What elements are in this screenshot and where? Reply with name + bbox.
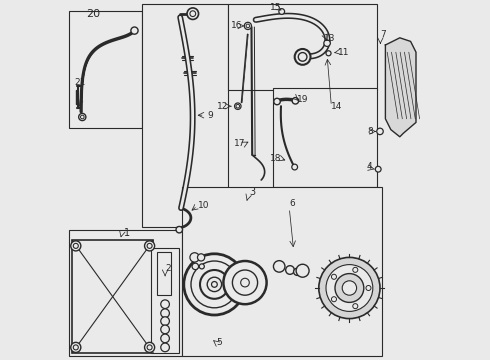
Bar — [273, 88, 377, 187]
Circle shape — [161, 325, 170, 334]
Text: 21: 21 — [74, 78, 85, 87]
Circle shape — [326, 265, 373, 311]
Circle shape — [292, 164, 297, 170]
Circle shape — [145, 342, 155, 352]
Circle shape — [353, 303, 358, 309]
Circle shape — [147, 345, 152, 350]
Text: 20: 20 — [87, 9, 101, 19]
Bar — [157, 252, 171, 295]
Circle shape — [223, 261, 267, 304]
Text: 2: 2 — [165, 264, 171, 273]
Bar — [69, 11, 142, 128]
Bar — [69, 230, 182, 356]
Circle shape — [199, 264, 204, 269]
Circle shape — [212, 282, 217, 287]
Circle shape — [245, 22, 251, 30]
Circle shape — [366, 285, 371, 291]
Circle shape — [294, 49, 311, 65]
Circle shape — [161, 317, 170, 325]
Bar — [143, 4, 228, 227]
Circle shape — [296, 264, 309, 277]
Circle shape — [187, 8, 198, 19]
Bar — [228, 4, 377, 90]
Circle shape — [161, 343, 170, 352]
Text: 6: 6 — [289, 199, 295, 208]
Polygon shape — [386, 38, 416, 137]
Circle shape — [377, 128, 383, 135]
Circle shape — [246, 24, 250, 28]
Circle shape — [74, 243, 78, 248]
Text: 19: 19 — [296, 94, 308, 104]
Text: 11: 11 — [338, 48, 349, 57]
Text: 18: 18 — [270, 154, 281, 163]
Text: 8: 8 — [367, 127, 373, 136]
Text: 10: 10 — [197, 201, 209, 210]
Circle shape — [331, 297, 337, 302]
Bar — [72, 240, 153, 353]
Circle shape — [200, 270, 229, 299]
Circle shape — [145, 241, 155, 251]
Circle shape — [147, 243, 152, 248]
Circle shape — [191, 261, 238, 308]
Circle shape — [74, 345, 78, 350]
Circle shape — [79, 113, 86, 121]
Circle shape — [71, 342, 81, 352]
Circle shape — [298, 53, 307, 61]
Text: 13: 13 — [324, 34, 336, 43]
Text: 3: 3 — [249, 186, 255, 197]
Circle shape — [190, 11, 196, 17]
Circle shape — [236, 104, 240, 108]
Text: 5: 5 — [216, 338, 222, 347]
Circle shape — [235, 103, 241, 109]
Text: 14: 14 — [331, 102, 343, 111]
Circle shape — [375, 166, 381, 172]
Circle shape — [131, 27, 138, 34]
Circle shape — [286, 266, 294, 274]
Circle shape — [161, 300, 170, 309]
Circle shape — [161, 309, 170, 318]
Circle shape — [292, 98, 298, 104]
Circle shape — [176, 226, 182, 233]
Bar — [151, 248, 179, 353]
Circle shape — [192, 263, 198, 270]
Circle shape — [232, 270, 258, 295]
Circle shape — [273, 261, 285, 272]
Circle shape — [274, 98, 280, 105]
Circle shape — [71, 241, 81, 251]
Circle shape — [319, 257, 380, 319]
Circle shape — [80, 115, 84, 119]
Text: 15: 15 — [270, 3, 282, 12]
Text: 17: 17 — [234, 139, 245, 148]
Circle shape — [326, 51, 331, 56]
Circle shape — [161, 334, 170, 343]
Circle shape — [184, 254, 245, 315]
Circle shape — [342, 281, 357, 295]
Text: 1: 1 — [124, 228, 130, 238]
Text: 7: 7 — [380, 30, 386, 39]
Circle shape — [331, 274, 337, 279]
Text: 16: 16 — [231, 21, 242, 30]
Circle shape — [279, 9, 285, 14]
Circle shape — [241, 278, 249, 287]
Circle shape — [207, 277, 221, 292]
Circle shape — [324, 40, 330, 46]
Text: 9: 9 — [207, 111, 213, 120]
Circle shape — [294, 268, 301, 275]
Circle shape — [353, 267, 358, 273]
Circle shape — [197, 254, 205, 261]
Circle shape — [190, 253, 199, 262]
Bar — [182, 187, 382, 356]
Text: 12: 12 — [218, 102, 229, 111]
Text: 4: 4 — [366, 162, 372, 171]
Circle shape — [335, 274, 364, 302]
